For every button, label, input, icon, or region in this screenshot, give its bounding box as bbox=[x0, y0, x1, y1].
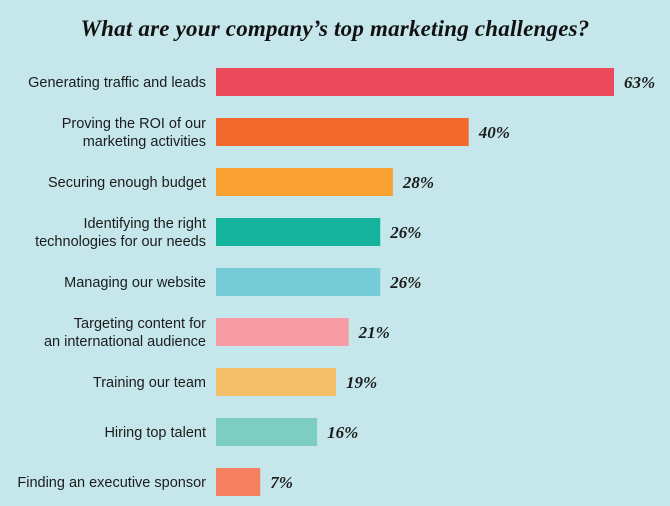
chart-title: What are your company’s top marketing ch… bbox=[80, 16, 590, 41]
category-label-line: technologies for our needs bbox=[35, 234, 206, 250]
category-label-6: Training our team bbox=[93, 375, 206, 391]
category-label-2: Securing enough budget bbox=[48, 175, 206, 191]
category-label-line: marketing activities bbox=[83, 134, 206, 150]
bar-2 bbox=[216, 168, 393, 196]
bar-4 bbox=[216, 268, 381, 296]
category-label-line: Proving the ROI of our bbox=[62, 116, 206, 132]
category-label-line: Finding an executive sponsor bbox=[17, 475, 206, 491]
value-label-7: 16% bbox=[327, 423, 358, 442]
value-label-0: 63% bbox=[624, 73, 655, 92]
category-label-line: Generating traffic and leads bbox=[28, 75, 206, 91]
value-label-4: 26% bbox=[389, 273, 421, 292]
value-label-1: 40% bbox=[478, 123, 510, 142]
category-label-line: Training our team bbox=[93, 375, 206, 391]
category-label-line: Targeting content for bbox=[74, 316, 206, 332]
category-label-line: an international audience bbox=[44, 334, 206, 350]
category-label-line: Identifying the right bbox=[83, 216, 206, 232]
category-label-3: Identifying the right technologies for ou… bbox=[35, 216, 206, 250]
bar-8 bbox=[216, 468, 261, 496]
category-label-7: Hiring top talent bbox=[104, 425, 206, 441]
bar-0 bbox=[216, 68, 614, 96]
value-label-3: 26% bbox=[389, 223, 421, 242]
bar-5 bbox=[216, 318, 349, 346]
category-label-5: Targeting content for an international au… bbox=[44, 316, 206, 350]
value-label-2: 28% bbox=[402, 173, 434, 192]
category-label-1: Proving the ROI of our marketing activiti… bbox=[62, 116, 206, 150]
category-label-4: Managing our website bbox=[64, 275, 206, 291]
bar-6 bbox=[216, 368, 337, 396]
value-label-5: 21% bbox=[358, 323, 390, 342]
value-label-8: 7% bbox=[270, 473, 293, 492]
category-label-8: Finding an executive sponsor bbox=[17, 475, 206, 491]
bar-7 bbox=[216, 418, 318, 446]
category-label-line: Managing our website bbox=[64, 275, 206, 291]
bar-1 bbox=[216, 118, 469, 146]
category-label-line: Securing enough budget bbox=[48, 175, 206, 191]
category-label-line: Hiring top talent bbox=[104, 425, 206, 441]
bar-3 bbox=[216, 218, 381, 246]
value-label-6: 19% bbox=[346, 373, 377, 392]
category-label-0: Generating traffic and leads bbox=[28, 75, 206, 91]
